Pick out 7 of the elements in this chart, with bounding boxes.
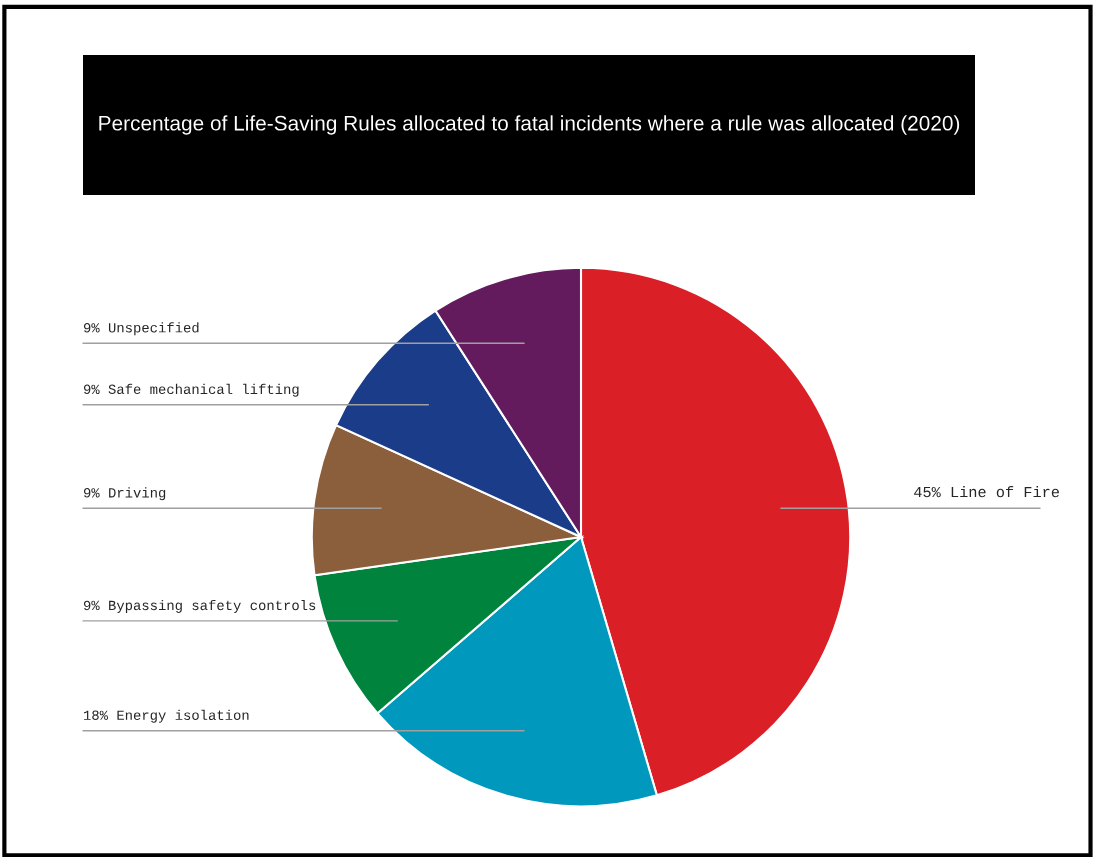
slice-label: 9% Bypassing safety controls bbox=[83, 599, 316, 613]
slice-label: 18% Energy isolation bbox=[84, 709, 249, 723]
chart-title: Percentage of Life-Saving Rules allocated to fatal incidents where a rule was allocated (2020) bbox=[99, 115, 960, 135]
slice-label: 9% Unspecified bbox=[83, 322, 199, 336]
slice-label: 45% Line of Fire bbox=[914, 486, 1059, 498]
slice-label: 9% Safe mechanical lifting bbox=[83, 383, 299, 397]
slice-label: 9% Driving bbox=[83, 487, 166, 501]
